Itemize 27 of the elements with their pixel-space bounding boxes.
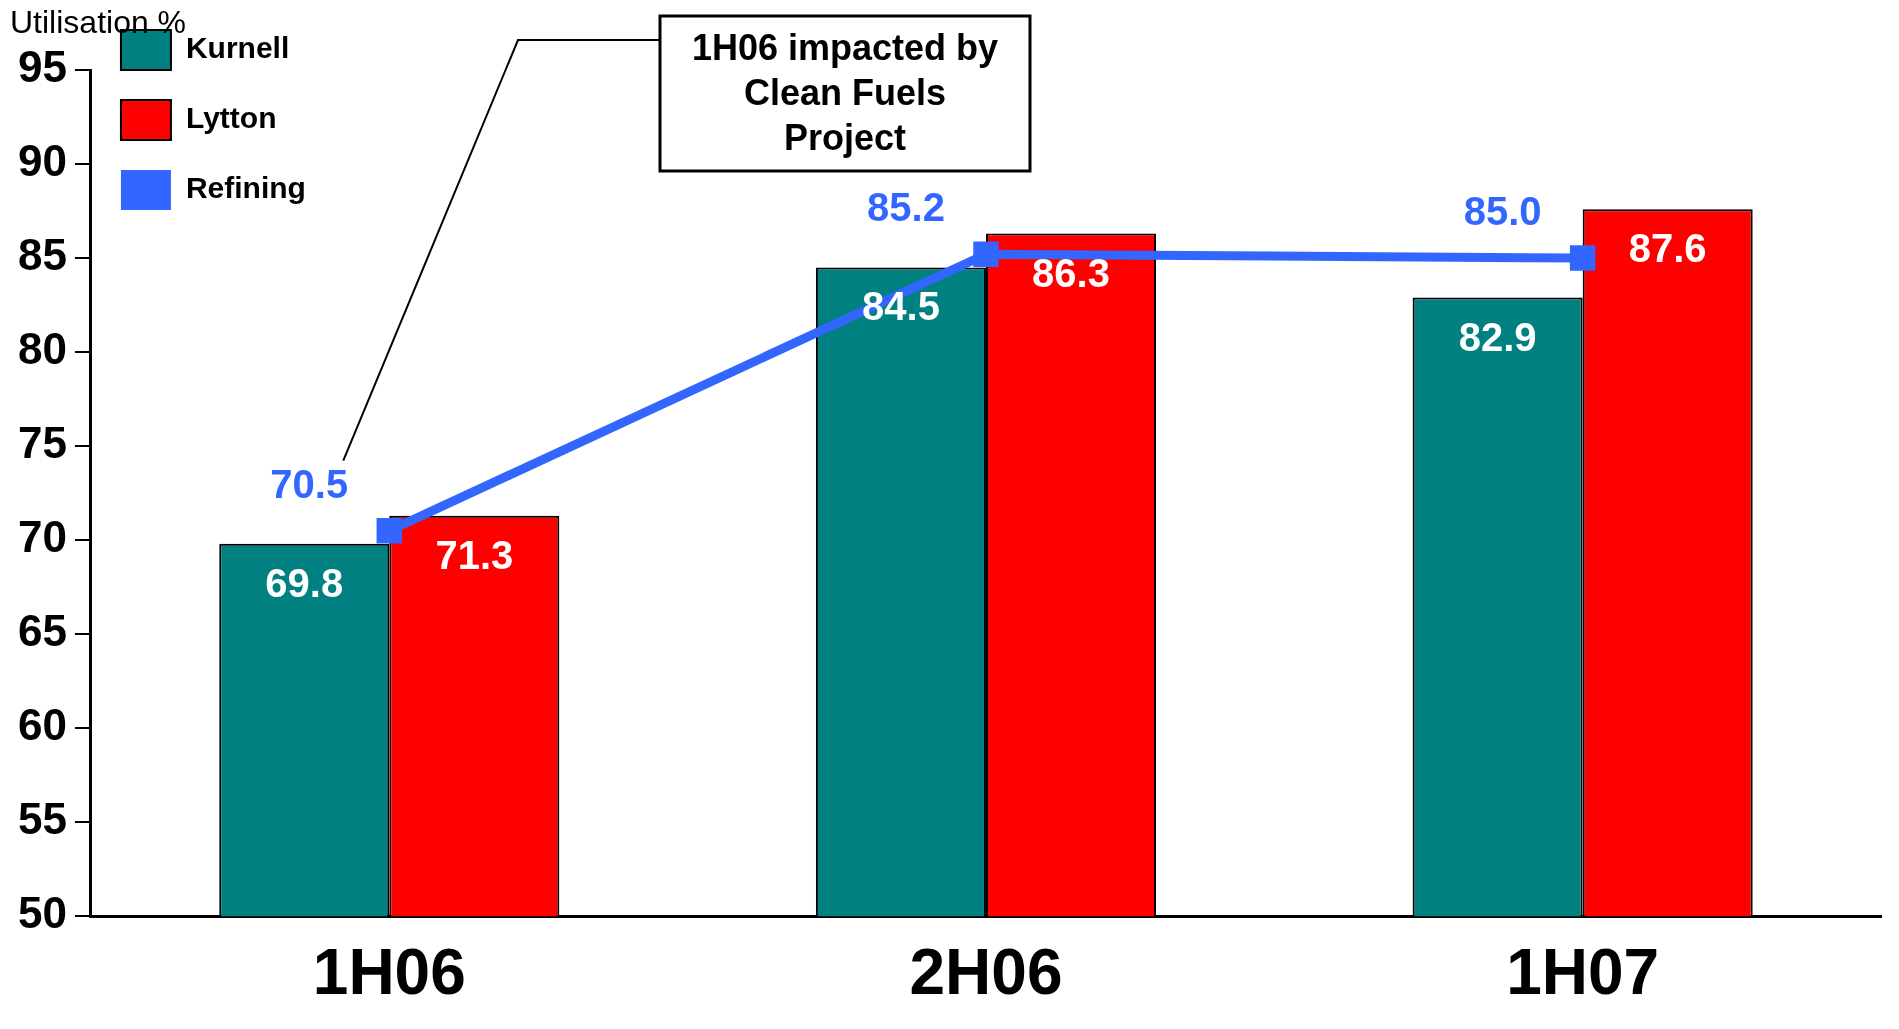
x-tick-label: 2H06 bbox=[909, 936, 1063, 1009]
y-tick-label: 65 bbox=[17, 606, 67, 656]
data-label: 87.6 bbox=[1628, 226, 1707, 271]
y-tick-label: 85 bbox=[17, 230, 67, 280]
y-tick-label: 75 bbox=[17, 418, 67, 468]
y-tick-label: 50 bbox=[17, 888, 67, 938]
legend-label: Refining bbox=[185, 171, 306, 205]
y-tick-label: 55 bbox=[17, 794, 67, 844]
y-tick-label: 95 bbox=[17, 42, 67, 92]
y-tick-label: 90 bbox=[17, 136, 67, 186]
data-label: 84.5 bbox=[862, 284, 940, 329]
y-axis-title: Utilisation % bbox=[10, 3, 187, 40]
data-label: 82.9 bbox=[1458, 314, 1537, 359]
x-tick-label: 1H06 bbox=[312, 936, 466, 1009]
annotation: 1H06 impacted by Clean Fuels Project bbox=[691, 26, 999, 158]
data-label: 71.3 bbox=[435, 532, 514, 577]
data-label: 69.8 bbox=[265, 560, 344, 605]
legend-label: Kurnell bbox=[185, 31, 290, 65]
data-label: 85.0 bbox=[1463, 189, 1542, 234]
data-label: 86.3 bbox=[1032, 250, 1110, 295]
y-tick-label: 60 bbox=[17, 700, 67, 750]
data-label: 70.5 bbox=[270, 461, 349, 506]
x-tick-label: 1H07 bbox=[1506, 936, 1660, 1009]
y-tick-label: 70 bbox=[17, 512, 67, 562]
data-label: 85.2 bbox=[867, 185, 945, 230]
legend-label: Lytton bbox=[185, 101, 277, 135]
y-tick-label: 80 bbox=[17, 324, 67, 374]
